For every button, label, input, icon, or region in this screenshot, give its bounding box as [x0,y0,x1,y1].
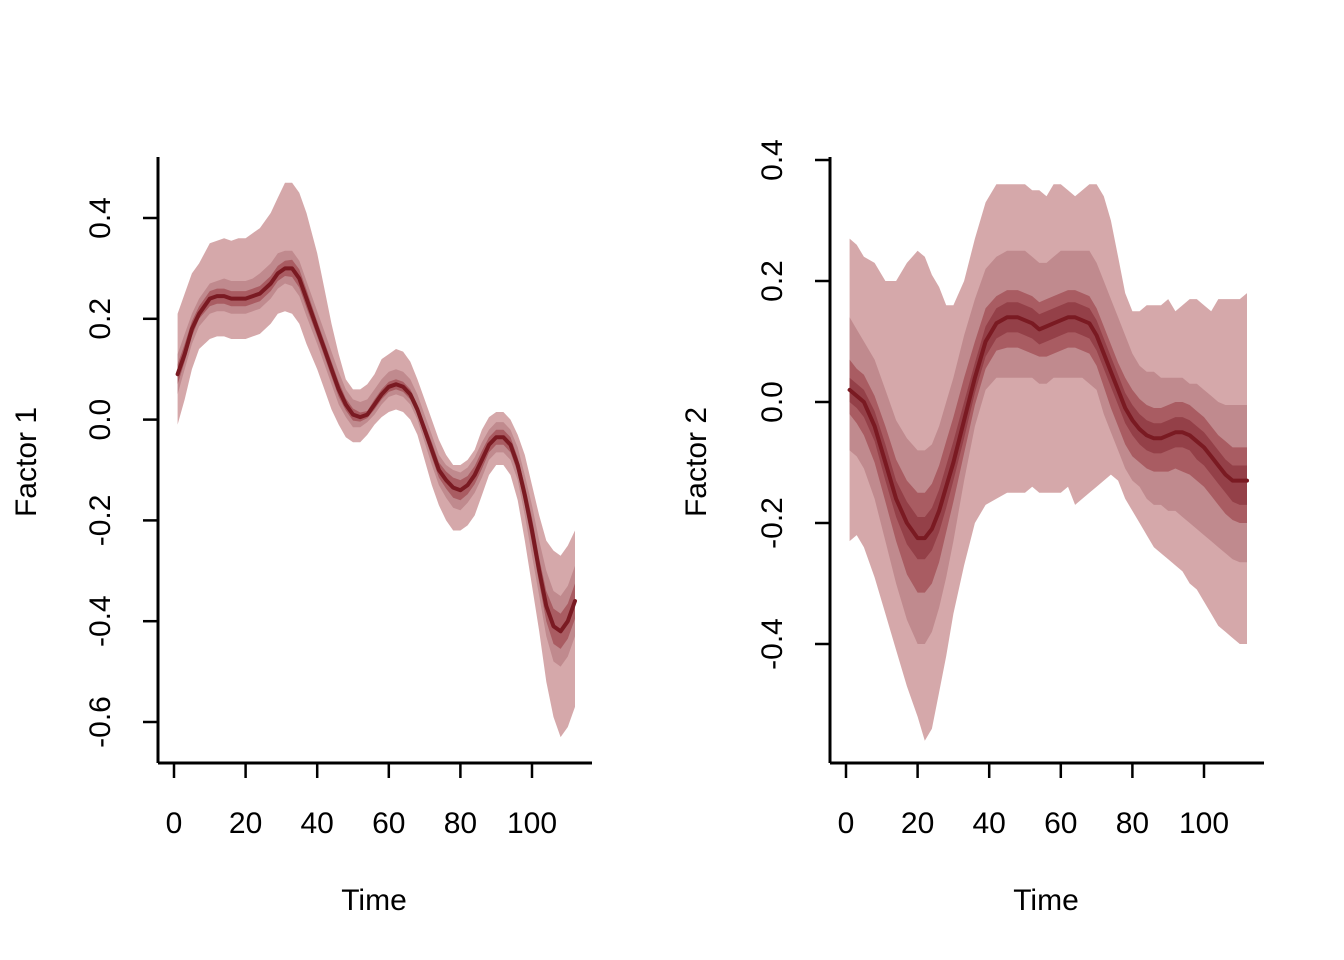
y-tick-label: -0.2 [84,495,117,547]
x-axis-label-factor-1: Time [341,884,407,917]
x-tick-label: 40 [301,807,334,840]
y-tick-label: -0.2 [756,497,789,549]
y-tick-label: 0.4 [84,197,117,239]
x-tick-label: 40 [973,807,1006,840]
y-axis-label-factor-1: Factor 1 [10,407,43,517]
x-tick-label: 100 [507,807,557,840]
plot-area-factor-1 [175,182,577,738]
y-axis-label-factor-2: Factor 2 [680,407,713,517]
median-line [847,315,1249,541]
credible-band-1 [849,184,1247,741]
credible-band-3 [177,259,575,649]
x-tick-label: 60 [372,807,405,840]
y-tick-label: 0.2 [84,298,117,340]
ticks-factor-1: 0 20 40 60 80 100 -0.6 -0.4 -0.2 0.0 0.2 0.4 [84,197,557,840]
ticks-factor-2: 0 20 40 60 80 100 -0.4 -0.2 0.0 0.2 0.4 [756,139,1229,840]
x-tick-label: 80 [444,807,477,840]
y-tick-label: 0.0 [756,381,789,423]
x-tick-label: 20 [901,807,934,840]
y-tick-label: -0.6 [84,696,117,748]
x-tick-label: 100 [1179,807,1229,840]
credible-band-4 [849,302,1247,560]
y-tick-label: 0.4 [756,139,789,181]
x-tick-label: 0 [838,807,855,840]
x-tick-label: 0 [166,807,183,840]
credible-band-1 [177,182,575,738]
median-line [175,266,577,634]
credible-band-2 [849,250,1247,645]
y-tick-label: 0.0 [84,399,117,441]
x-tick-label: 60 [1044,807,1077,840]
y-tick-label: -0.4 [84,595,117,647]
x-tick-label: 20 [229,807,262,840]
y-tick-label: 0.2 [756,260,789,302]
y-tick-label: -0.4 [756,618,789,670]
plot-area-factor-2 [847,184,1249,741]
credible-band-3 [849,290,1247,593]
panel-factor-2: 0 20 40 60 80 100 -0.4 -0.2 0.0 0.2 0.4 Time Facto… [680,139,1264,917]
x-axis-label-factor-2: Time [1013,884,1079,917]
panel-factor-1: 0 20 40 60 80 100 -0.6 -0.4 -0.2 0.0 0.2 0.4 Time F… [10,157,592,917]
x-tick-label: 80 [1116,807,1149,840]
